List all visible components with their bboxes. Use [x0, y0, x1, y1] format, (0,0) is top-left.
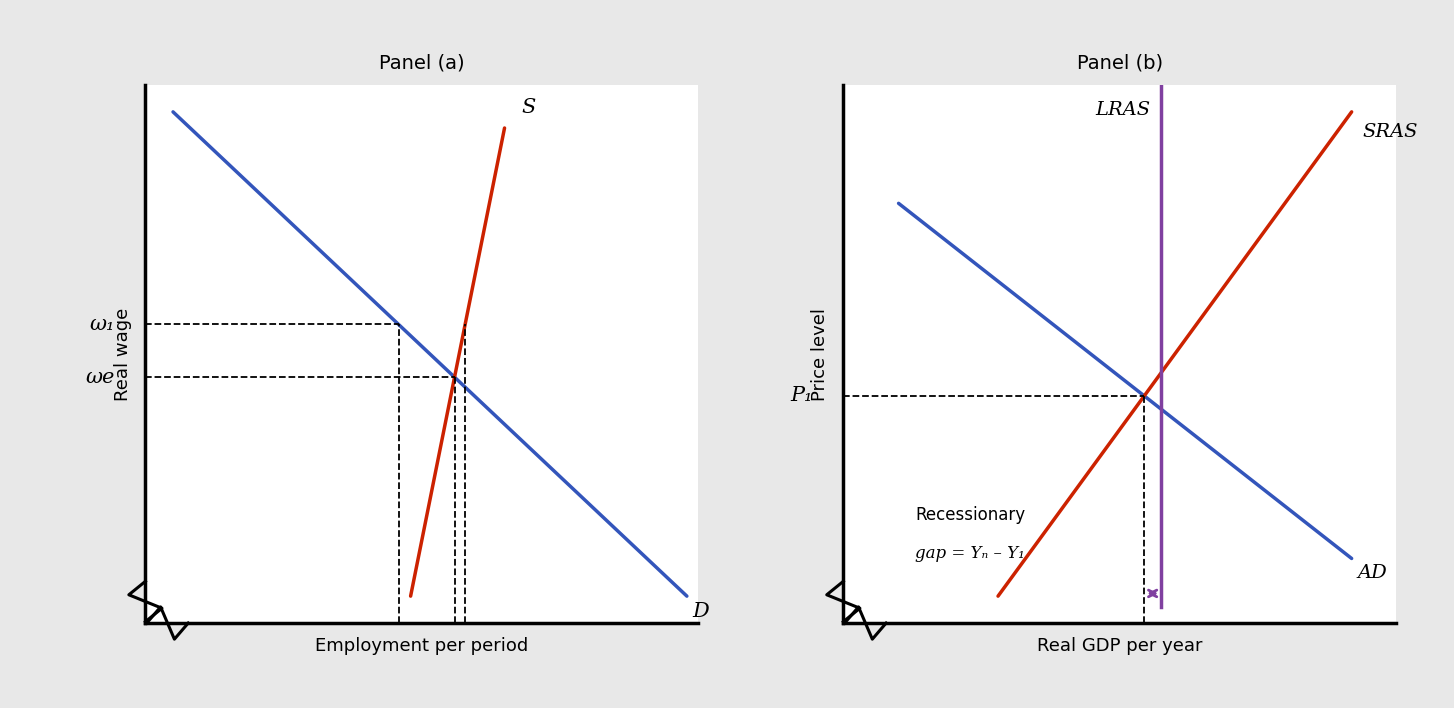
Text: P₁: P₁: [791, 387, 813, 406]
X-axis label: Employment per period: Employment per period: [316, 637, 528, 655]
Text: ωe: ωe: [86, 367, 115, 387]
X-axis label: Real GDP per year: Real GDP per year: [1037, 637, 1202, 655]
Text: ω₁: ω₁: [90, 315, 115, 334]
Text: AD: AD: [1357, 564, 1387, 582]
Title: Panel (a): Panel (a): [379, 53, 464, 72]
Text: gap = Yₙ – Y₁: gap = Yₙ – Y₁: [915, 544, 1025, 561]
Y-axis label: Price level: Price level: [811, 307, 829, 401]
Text: D: D: [692, 602, 710, 620]
Text: S: S: [521, 98, 535, 118]
Y-axis label: Real wage: Real wage: [113, 307, 131, 401]
Text: SRAS: SRAS: [1362, 122, 1418, 141]
Title: Panel (b): Panel (b): [1076, 53, 1163, 72]
Text: LRAS: LRAS: [1095, 101, 1150, 119]
Text: Recessionary: Recessionary: [915, 506, 1025, 525]
